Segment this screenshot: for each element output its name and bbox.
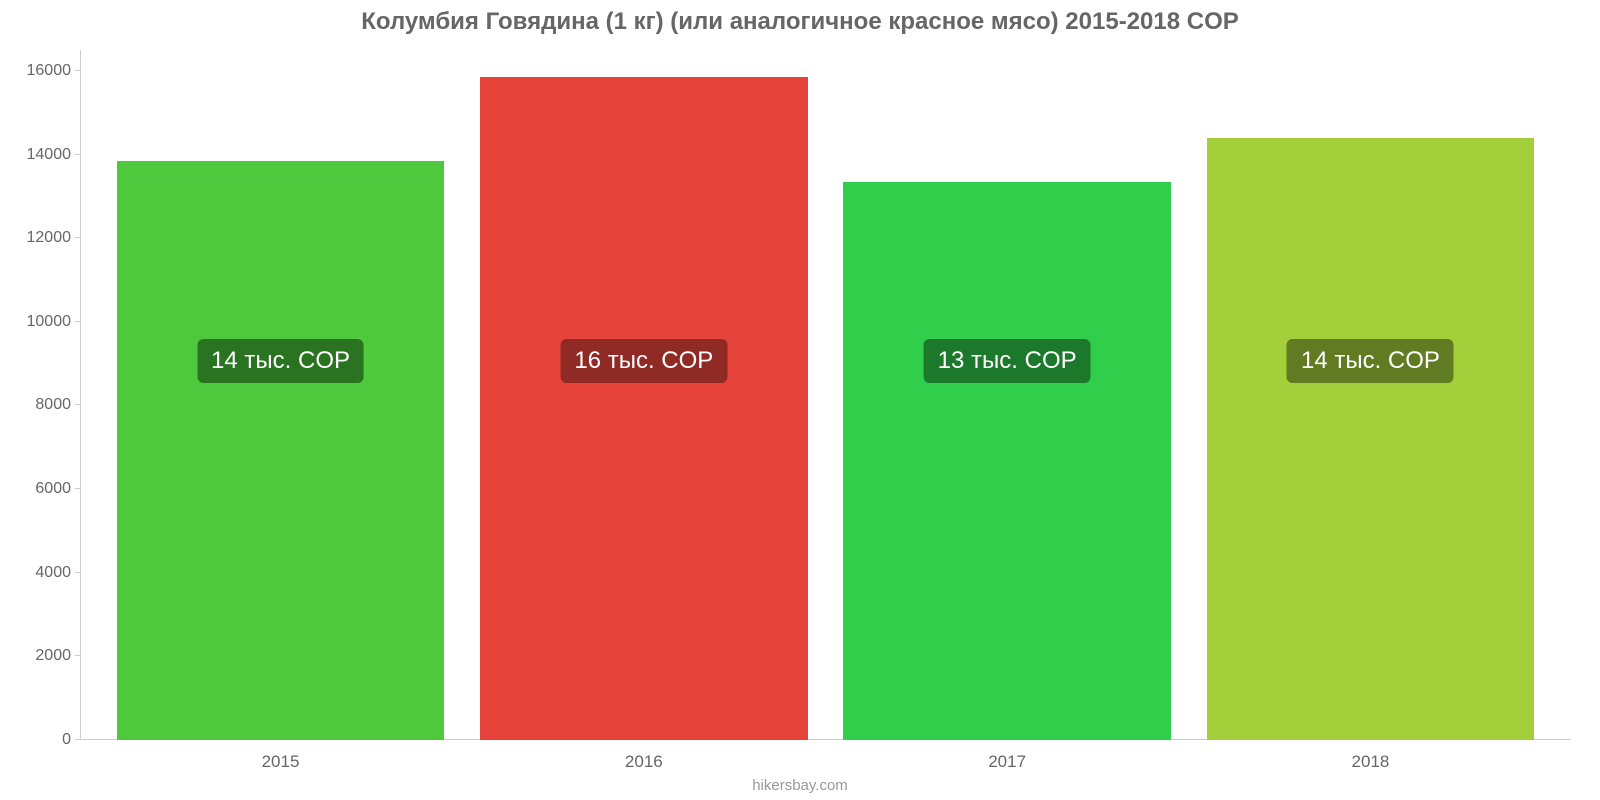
x-tick-label: 2015	[262, 752, 300, 772]
bar-column: 201814 тыс. COP	[1207, 50, 1535, 740]
bar-column: 201713 тыс. COP	[843, 50, 1171, 740]
plot-area: 201514 тыс. COP201616 тыс. COP201713 тыс…	[80, 50, 1570, 740]
y-tick-label: 6000	[35, 480, 81, 498]
bar-chart: Колумбия Говядина (1 кг) (или аналогично…	[0, 0, 1600, 800]
bar	[117, 161, 445, 740]
x-tick-label: 2018	[1352, 752, 1390, 772]
y-tick-label: 8000	[35, 396, 81, 414]
chart-title: Колумбия Говядина (1 кг) (или аналогично…	[0, 8, 1600, 36]
bar-column: 201616 тыс. COP	[480, 50, 808, 740]
bar-datalabel: 13 тыс. COP	[924, 339, 1091, 383]
y-tick-label: 10000	[27, 313, 82, 331]
y-tick-label: 16000	[27, 62, 82, 80]
bar	[843, 182, 1171, 740]
y-tick-label: 4000	[35, 564, 81, 582]
x-tick-label: 2016	[625, 752, 663, 772]
bar-datalabel: 14 тыс. COP	[197, 339, 364, 383]
y-tick-label: 2000	[35, 647, 81, 665]
bars-container: 201514 тыс. COP201616 тыс. COP201713 тыс…	[81, 50, 1570, 740]
attribution-text: hikersbay.com	[0, 777, 1600, 794]
y-tick-label: 14000	[27, 146, 82, 164]
bar	[1207, 138, 1535, 740]
bar	[480, 77, 808, 740]
bar-datalabel: 16 тыс. COP	[560, 339, 727, 383]
bar-column: 201514 тыс. COP	[117, 50, 445, 740]
bar-datalabel: 14 тыс. COP	[1287, 339, 1454, 383]
x-tick-label: 2017	[988, 752, 1026, 772]
y-tick-label: 0	[62, 731, 81, 749]
y-tick-label: 12000	[27, 229, 82, 247]
